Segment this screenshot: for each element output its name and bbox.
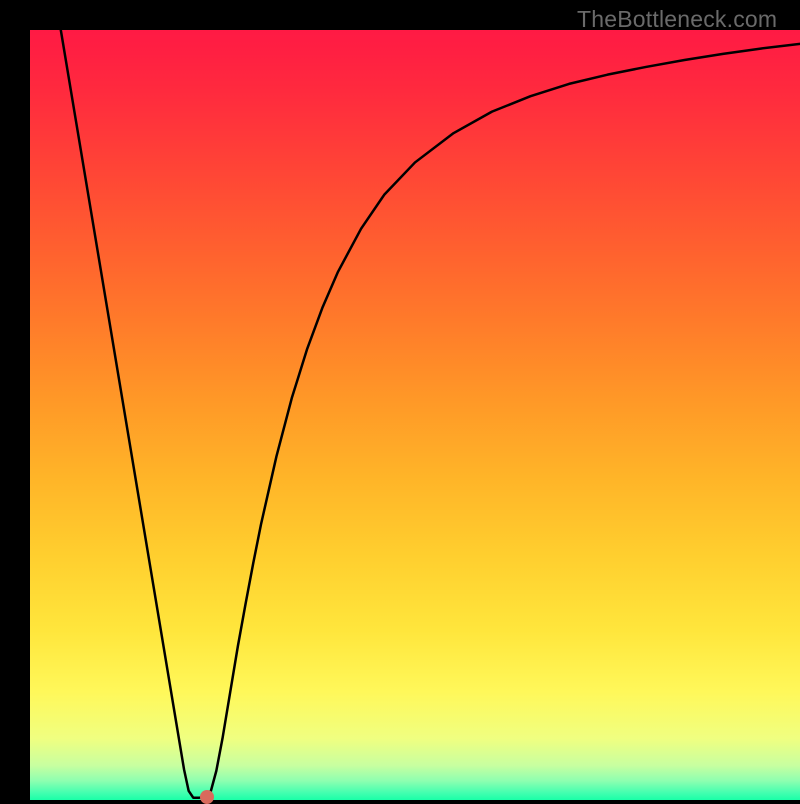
plot-area bbox=[30, 30, 800, 800]
watermark-text: TheBottleneck.com bbox=[577, 6, 777, 33]
optimum-marker bbox=[200, 790, 214, 804]
gradient-background bbox=[30, 30, 800, 800]
